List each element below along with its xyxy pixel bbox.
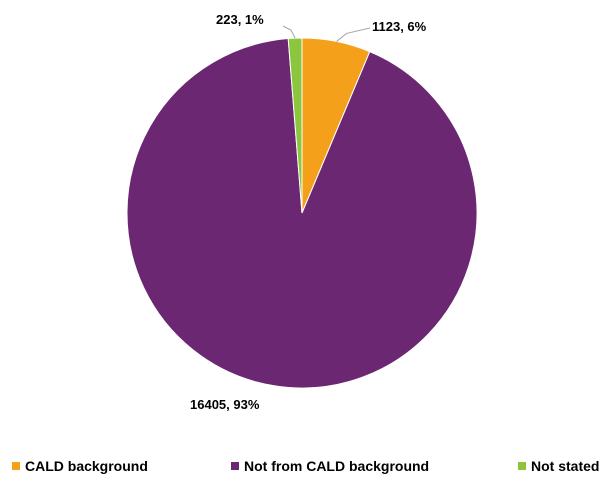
leader-line-cald: [336, 27, 371, 42]
legend-swatch-not-stated: [518, 462, 526, 470]
label-leader-lines: [282, 25, 371, 42]
legend-item-not-stated: Not stated: [518, 458, 599, 474]
pie-slice-not-stated: [287, 37, 303, 214]
pie-slice-not-cald: [126, 38, 478, 389]
legend: CALD background Not from CALD background…: [0, 458, 608, 478]
legend-label-not-stated: Not stated: [531, 458, 600, 474]
legend-label-cald: CALD background: [25, 458, 148, 474]
legend-item-cald: CALD background: [12, 458, 148, 474]
data-label-cald: 1123, 6%: [372, 19, 427, 34]
legend-item-not-cald: Not from CALD background: [231, 458, 429, 474]
leader-line-not-stated: [282, 25, 296, 39]
pie-slices: [126, 37, 478, 389]
data-label-not-stated: 223, 1%: [216, 12, 264, 27]
legend-label-not-cald: Not from CALD background: [244, 458, 430, 474]
legend-swatch-cald: [12, 462, 20, 470]
data-label-not-cald: 16405, 93%: [190, 397, 260, 412]
legend-swatch-not-cald: [231, 462, 239, 470]
